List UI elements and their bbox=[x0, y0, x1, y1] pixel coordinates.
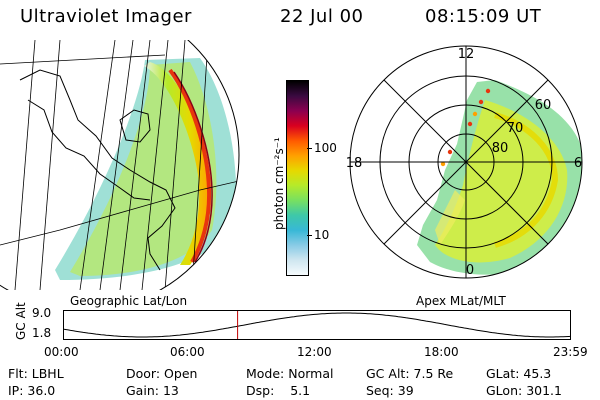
mlt-label-18: 18 bbox=[346, 156, 363, 171]
time-tick-1200: 12:00 bbox=[297, 345, 332, 359]
colorbar-tick-100 bbox=[307, 148, 312, 149]
altitude-plot bbox=[63, 310, 571, 340]
time-tick-0600: 06:00 bbox=[170, 345, 205, 359]
geo-panel-label: Geographic Lat/Lon bbox=[70, 294, 188, 308]
mlt-label-6: 6 bbox=[574, 156, 582, 171]
altitude-ytick-max: 9.0 bbox=[32, 306, 52, 320]
apex-auroral-image bbox=[417, 80, 582, 275]
colorbar-label-100: 100 bbox=[314, 141, 337, 155]
observation-date: 22 Jul 00 bbox=[280, 6, 364, 27]
glon-status: GLon: 301.1 bbox=[486, 383, 562, 398]
glat-status: GLat: 45.3 bbox=[486, 366, 552, 381]
gc-alt-status: GC Alt: 7.5 Re bbox=[366, 366, 454, 381]
time-tick-2359: 23:59 bbox=[553, 345, 588, 359]
gain-status: Gain: 13 bbox=[126, 383, 179, 398]
mlt-label-12: 12 bbox=[458, 47, 475, 62]
time-tick-0000: 00:00 bbox=[44, 345, 79, 359]
colorbar-tick-10 bbox=[307, 235, 312, 236]
mlat-label-80: 80 bbox=[492, 141, 509, 156]
dsp-status: Dsp: 5.1 bbox=[246, 383, 311, 398]
time-tick-1800: 18:00 bbox=[424, 345, 459, 359]
altitude-plot-frame bbox=[63, 310, 571, 340]
colorbar-unit-label: photon cm⁻²s⁻¹ bbox=[272, 137, 286, 230]
altitude-curve bbox=[63, 312, 571, 338]
colorbar-label-10: 10 bbox=[314, 228, 330, 242]
apex-panel-label: Apex MLat/MLT bbox=[416, 294, 506, 308]
geographic-image bbox=[0, 40, 240, 290]
mode-status: Mode: Normal bbox=[246, 366, 334, 381]
geo-earth-disk bbox=[0, 40, 239, 290]
altitude-ylabel: GC Alt bbox=[14, 302, 28, 340]
apex-polar-plot: 12 18 6 0 60 70 80 bbox=[346, 45, 583, 279]
intensity-colorbar bbox=[286, 80, 309, 276]
altitude-ytick-min: 1.8 bbox=[32, 326, 52, 340]
observation-time: 08:15:09 UT bbox=[425, 6, 542, 27]
ip-status: IP: 36.0 bbox=[8, 383, 56, 398]
seq-status: Seq: 39 bbox=[366, 383, 414, 398]
mlt-label-0: 0 bbox=[466, 263, 474, 278]
filter-status: Flt: LBHL bbox=[8, 366, 64, 381]
instrument-title: Ultraviolet Imager bbox=[20, 6, 192, 27]
mlat-label-60: 60 bbox=[535, 98, 552, 113]
mlat-label-70: 70 bbox=[507, 121, 524, 136]
door-status: Door: Open bbox=[126, 366, 198, 381]
